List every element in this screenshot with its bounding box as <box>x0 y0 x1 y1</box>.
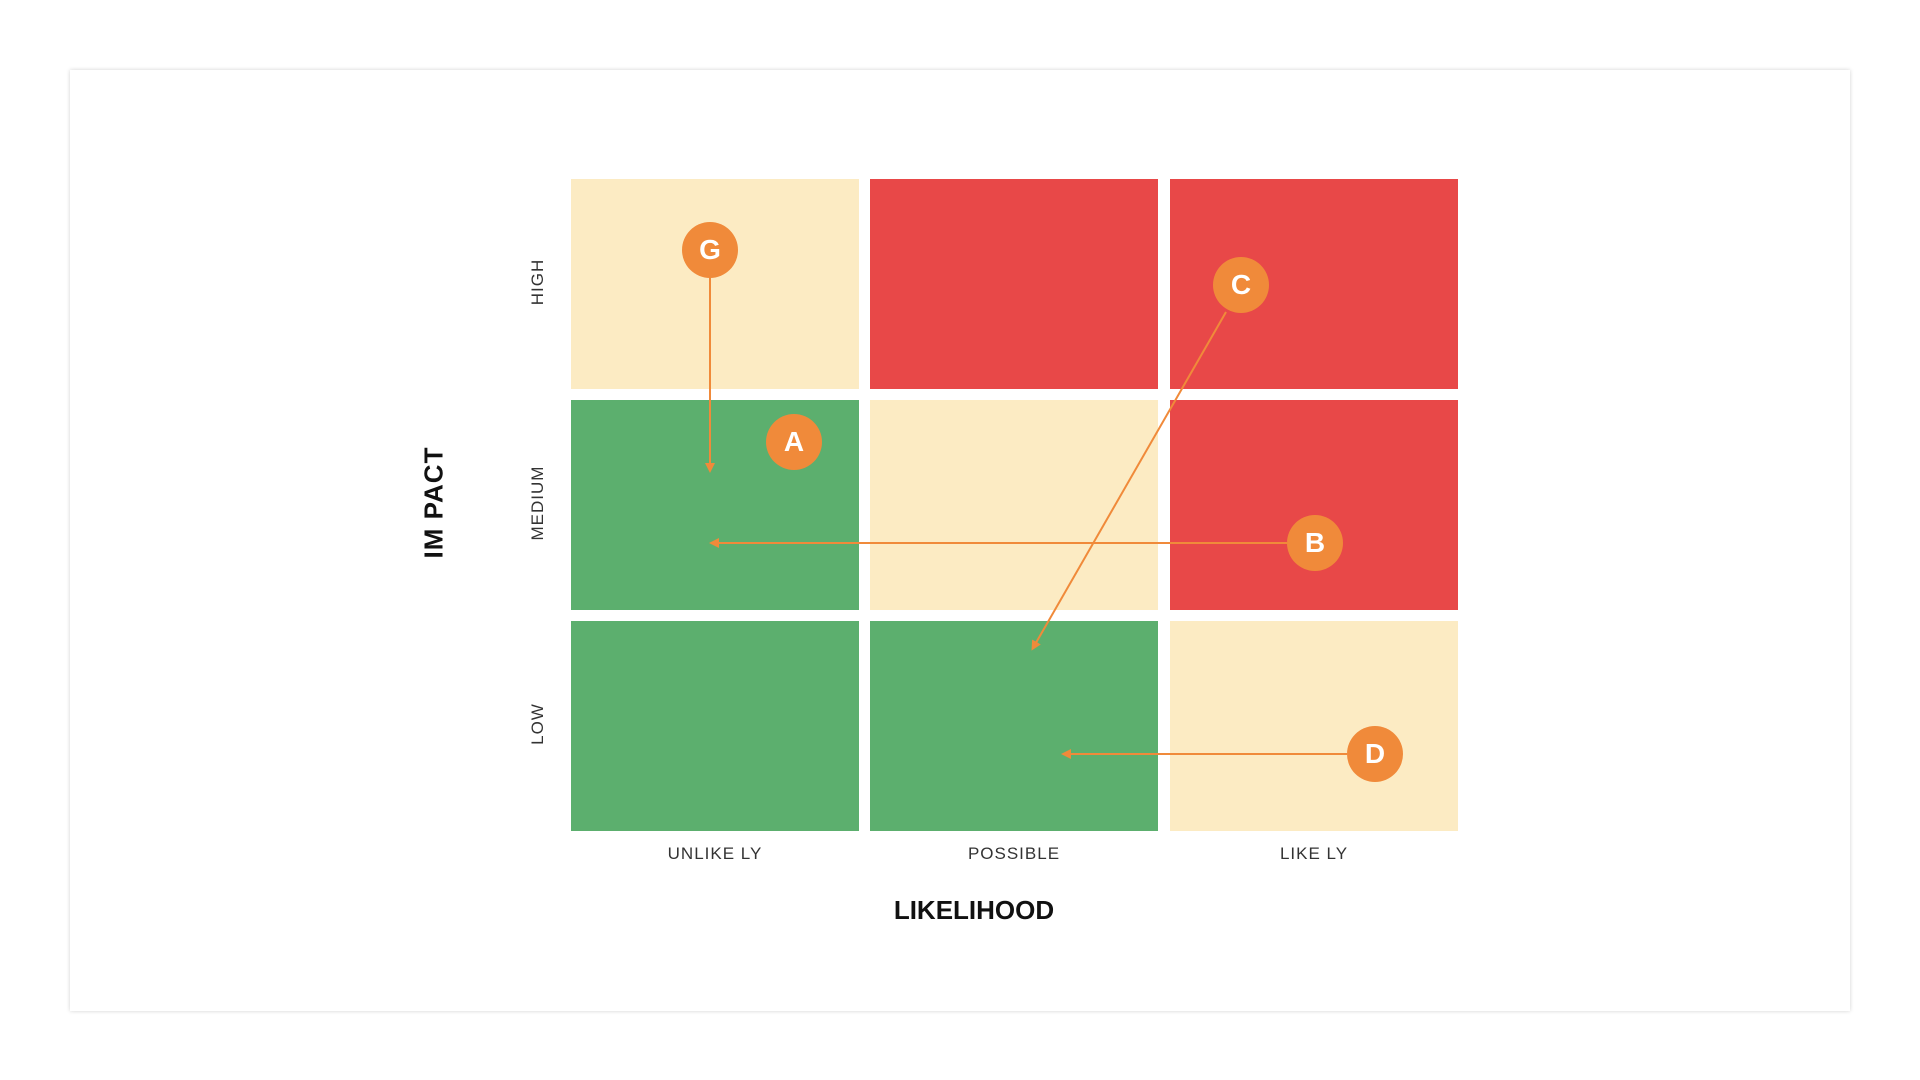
cell-high-possible <box>870 179 1158 389</box>
risk-marker-c: C <box>1213 257 1269 313</box>
risk-marker-a: A <box>766 414 822 470</box>
cell-low-likely <box>1170 621 1458 831</box>
col-label-possible: POSSIBLE <box>967 844 1061 863</box>
col-label-unlikely: UNLIKE LY <box>667 844 763 863</box>
risk-marker-g: G <box>682 222 738 278</box>
slide: HIGH MEDIUM LOW UNLIKE LY POSSIBLE LIKE … <box>70 70 1850 1011</box>
risk-marker-d: D <box>1347 726 1403 782</box>
cell-low-possible <box>870 621 1158 831</box>
col-label-likely: LIKE LY <box>1279 844 1349 863</box>
arrows-layer <box>705 275 1347 759</box>
arrow-c <box>1031 311 1227 651</box>
risk-marker-b: B <box>1287 515 1343 571</box>
x-axis-title: LIKELIHOOD <box>893 895 1055 925</box>
cell-high-unlikely <box>571 179 859 389</box>
cell-medium-possible <box>870 400 1158 610</box>
cell-medium-likely <box>1170 400 1458 610</box>
cell-low-unlikely <box>571 621 859 831</box>
